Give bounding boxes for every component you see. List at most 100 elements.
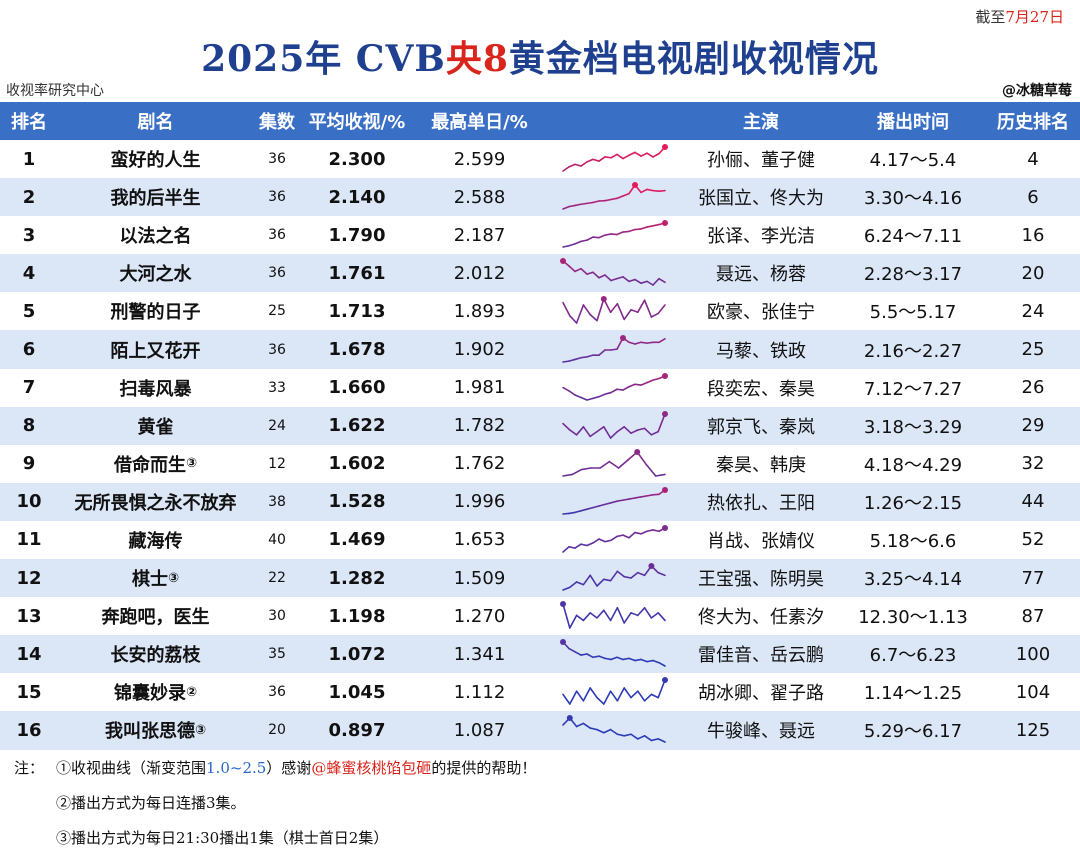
sparkline <box>559 638 669 670</box>
cast-cell: 张国立、佟大为 <box>682 178 840 216</box>
sparkline-segment <box>583 613 590 621</box>
sparkline-segment <box>623 499 629 500</box>
sparkline-segment <box>563 167 569 171</box>
show-name-text: 无所畏惧之永不放弃 <box>75 489 237 515</box>
sparkline-segment <box>563 604 570 628</box>
rank-cell: 1 <box>0 140 58 178</box>
page-title: 2025年 CVB央8黄金档电视剧收视情况 <box>0 30 1080 82</box>
sparkline-segment <box>581 509 587 511</box>
sparkline-segment <box>577 724 584 727</box>
rank-cell: 7 <box>0 369 58 407</box>
footnote-1-text-c: 的提供的帮助！ <box>431 759 536 777</box>
avg-rating-cell: 0.897 <box>301 711 413 749</box>
sparkline-segment <box>617 389 623 390</box>
sparkline-segment <box>629 152 635 155</box>
max-rating-cell: 1.981 <box>413 369 546 407</box>
title-part1: 2025年 CVB <box>201 38 446 80</box>
sparkline-segment <box>611 658 617 660</box>
sparkline <box>559 181 669 213</box>
cast-cell: 孙俪、董子健 <box>682 140 840 178</box>
sparkline-segment <box>563 513 569 514</box>
rank-cell: 14 <box>0 635 58 673</box>
air-date-cell: 6.24～7.11 <box>840 216 986 254</box>
sparkline-segment <box>617 500 623 501</box>
footnote-mark: ② <box>186 685 197 700</box>
sparkline-segment <box>638 428 645 430</box>
ratings-curve <box>546 445 682 483</box>
sparkline-segment <box>647 190 653 191</box>
episodes-cell: 38 <box>253 483 301 521</box>
air-date-cell: 7.12～7.27 <box>840 369 986 407</box>
sparkline-peak-point <box>662 525 668 531</box>
sparkline-segment <box>599 539 605 542</box>
sparkline-peak-point <box>648 563 654 569</box>
footnote-2: ②播出方式为每日连播3集。 <box>14 791 536 826</box>
sparkline <box>559 410 669 442</box>
sparkline-segment <box>617 277 623 279</box>
max-rating-cell: 1.653 <box>413 521 546 559</box>
sparkline-segment <box>635 384 641 385</box>
sparkline-segment <box>658 739 665 742</box>
sparkline-segment <box>597 299 604 321</box>
sparkline-segment <box>638 692 645 702</box>
sparkline-segment <box>659 663 665 666</box>
sparkline-segment <box>600 461 609 467</box>
sparkline <box>559 143 669 175</box>
episodes-cell: 24 <box>253 407 301 445</box>
sparkline-segment <box>617 535 623 536</box>
show-name: 黄雀 <box>58 407 253 445</box>
sparkline-segment <box>641 660 647 662</box>
air-date-cell: 1.14～1.25 <box>840 673 986 711</box>
sparkline-segment <box>611 389 617 392</box>
sparkline-segment <box>617 688 624 701</box>
cast-cell: 秦昊、韩庚 <box>682 445 840 483</box>
sparkline <box>559 486 669 518</box>
ratings-curve <box>546 330 682 368</box>
sparkline-segment <box>581 654 587 655</box>
sparkline-segment <box>587 273 593 275</box>
cast-cell: 雷佳音、岳云鹏 <box>682 635 840 673</box>
sparkline-segment <box>611 692 618 702</box>
sparkline-segment <box>617 658 623 660</box>
sparkline-segment <box>604 427 611 438</box>
ratings-curve <box>546 140 682 178</box>
sparkline-segment <box>617 735 624 737</box>
sparkline-segment <box>641 190 647 193</box>
footnote-label: 注： <box>14 756 56 780</box>
sparkline-segment <box>575 242 581 244</box>
sparkline-segment <box>653 279 659 285</box>
sparkline-segment <box>617 196 623 198</box>
title-part2: 央8 <box>446 38 509 80</box>
history-rank-cell: 44 <box>986 483 1080 521</box>
sparkline-segment <box>617 608 624 623</box>
sparkline-segment <box>590 613 597 618</box>
sparkline-peak-point <box>662 144 668 150</box>
sparkline-segment <box>623 386 629 389</box>
sparkline-segment <box>577 692 584 702</box>
sparkline-segment <box>611 198 617 199</box>
cast-cell: 马藜、铁政 <box>682 330 840 368</box>
show-name-text: 刑警的日子 <box>111 298 201 324</box>
ratings-curve <box>546 559 682 597</box>
max-rating-cell: 1.509 <box>413 559 546 597</box>
avg-rating-cell: 1.678 <box>301 330 413 368</box>
show-name-text: 扫毒风暴 <box>120 375 192 401</box>
sparkline-segment <box>611 608 618 621</box>
history-rank-cell: 25 <box>986 330 1080 368</box>
footnote-2-text: ②播出方式为每日连播3集。 <box>56 794 246 812</box>
sparkline-segment <box>645 301 652 318</box>
sparkline-segment <box>577 427 584 435</box>
sparkline-segment <box>597 427 604 432</box>
sparkline-segment <box>645 736 652 741</box>
sparkline-segment <box>647 226 653 227</box>
sparkline-peak-point <box>601 296 607 302</box>
sparkline-segment <box>569 164 575 166</box>
episodes-cell: 25 <box>253 292 301 330</box>
sparkline-segment <box>570 616 577 629</box>
sparkline-peak-point <box>634 449 640 455</box>
sparkline-segment <box>581 356 587 357</box>
